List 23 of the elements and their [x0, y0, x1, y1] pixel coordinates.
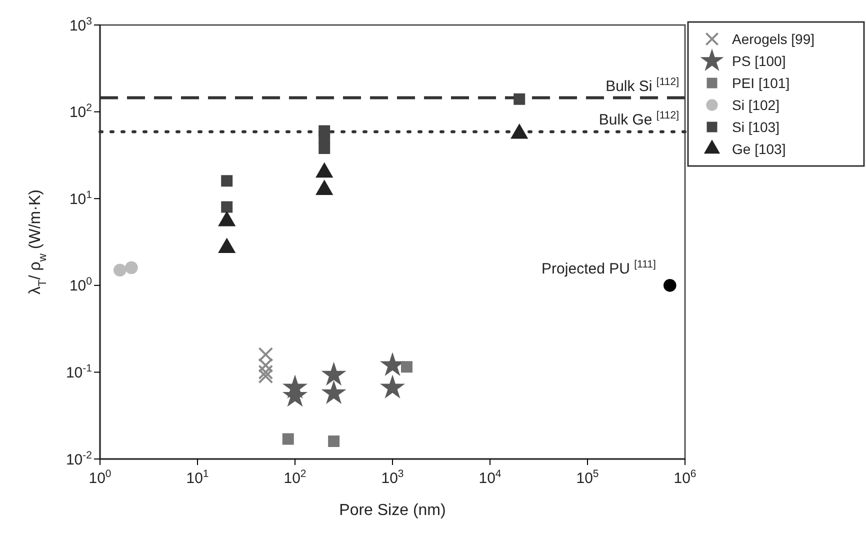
y-tick-label: 10$^{3}$ [69, 15, 92, 34]
annotation: Projected PU $^{[111]}$ [542, 258, 656, 278]
legend-label: PEI [101] [732, 74, 790, 91]
x-tick-label: 10$^{5}$ [576, 468, 599, 487]
y-tick-label: 10$^{-1}$ [66, 362, 92, 382]
legend-label: Ge [103] [732, 140, 786, 157]
ref-line-label: Bulk Ge $^{[112]}$ [598, 110, 680, 129]
x-tick-label: 10$^{1}$ [186, 468, 209, 487]
x-tick-label: 10$^{3}$ [381, 468, 404, 487]
y-tick-label: 10$^{1}$ [69, 188, 92, 208]
x-tick-label: 10$^{6}$ [674, 468, 696, 487]
legend-label: PS [100] [732, 52, 786, 69]
y-tick-label: 10$^{-2}$ [66, 449, 92, 468]
x-tick-label: 10$^{2}$ [284, 468, 306, 487]
ref-line-label: Bulk Si $^{[112]}$ [606, 76, 680, 95]
legend-label: Si [102] [732, 96, 780, 113]
x-axis-title: Pore Size (nm) [339, 502, 446, 519]
legend-label: Si [103] [732, 118, 780, 135]
legend-label: Aerogels [99] [732, 30, 814, 47]
x-tick-label: 10$^{0}$ [88, 468, 112, 487]
x-tick-label: 10$^{4}$ [478, 468, 502, 487]
y-tick-label: 10$^{2}$ [69, 102, 92, 122]
y-tick-label: 10$^{0}$ [69, 276, 92, 295]
